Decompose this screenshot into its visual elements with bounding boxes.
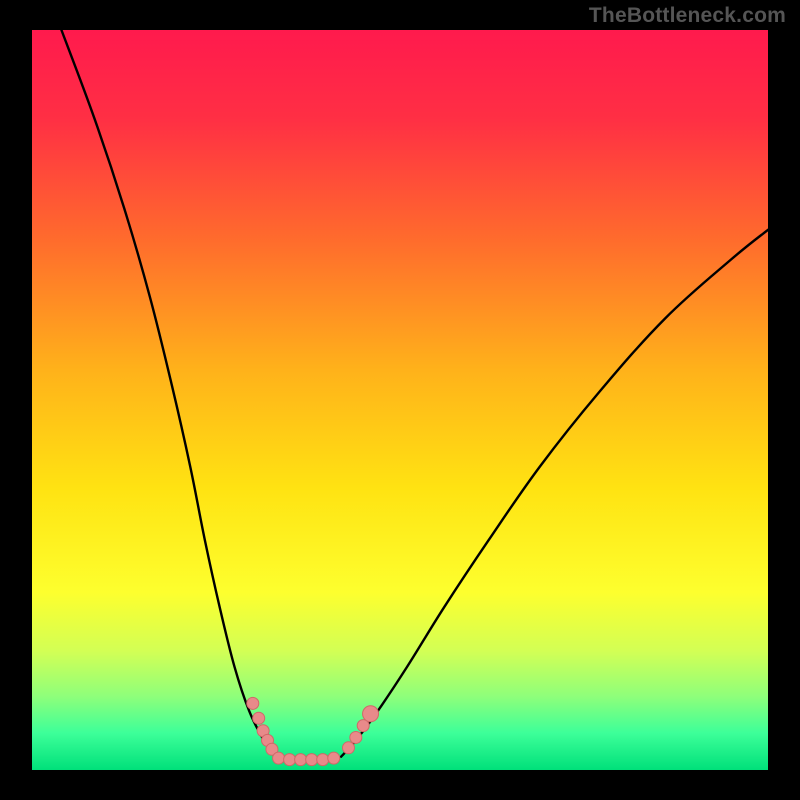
curve-left (61, 30, 274, 757)
marker-left-0 (247, 697, 259, 709)
marker-right-0 (342, 742, 354, 754)
marker-bottom-0 (273, 752, 285, 764)
marker-bottom-3 (306, 754, 318, 766)
marker-bottom-5 (328, 752, 340, 764)
watermark-text: TheBottleneck.com (589, 4, 786, 28)
marker-bottom-1 (284, 754, 296, 766)
chart-frame: TheBottleneck.com (0, 0, 800, 800)
chart-svg (32, 30, 768, 770)
marker-left-1 (253, 712, 265, 724)
marker-right-large (363, 706, 379, 722)
marker-right-1 (350, 731, 362, 743)
curve-right (341, 230, 768, 757)
marker-bottom-4 (317, 754, 329, 766)
marker-bottom-2 (295, 754, 307, 766)
plot-area (32, 30, 768, 770)
